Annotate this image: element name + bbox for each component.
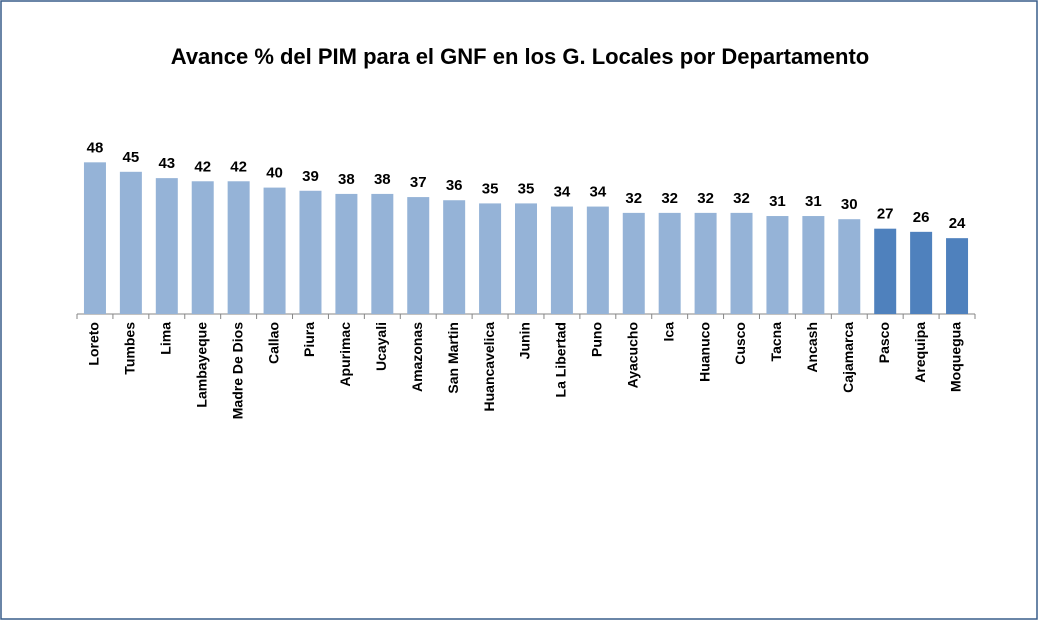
value-label: 27	[877, 206, 894, 223]
x-tick-label: La Libertad	[553, 322, 569, 397]
x-tick-label: Cajamarca	[840, 322, 856, 393]
bar	[335, 193, 358, 314]
value-label: 37	[410, 174, 427, 191]
x-tick-label: Lambayeque	[193, 322, 209, 408]
bar	[227, 181, 250, 314]
bar	[874, 228, 897, 314]
value-label: 32	[733, 190, 750, 207]
bar	[802, 216, 825, 314]
value-label: 30	[841, 196, 858, 213]
value-label: 43	[158, 155, 175, 172]
x-tick-label: Moquegua	[948, 322, 964, 392]
bar	[838, 219, 861, 314]
value-label: 32	[661, 190, 678, 207]
x-tick-label: Tacna	[768, 322, 784, 362]
x-tick-label: Lima	[158, 322, 174, 355]
x-tick-label: Puno	[589, 322, 605, 357]
x-tick-label: Ayacucho	[624, 322, 640, 388]
value-label: 35	[482, 180, 499, 197]
bar	[299, 190, 322, 314]
bar	[443, 200, 466, 314]
value-label: 40	[266, 165, 283, 182]
value-label: 42	[194, 158, 211, 175]
value-label: 38	[338, 171, 355, 188]
value-label: 24	[949, 215, 966, 232]
bar	[766, 216, 789, 314]
value-label: 42	[230, 158, 247, 175]
x-tick-label: Loreto	[86, 322, 102, 366]
bar	[586, 206, 609, 314]
value-label: 32	[697, 190, 714, 207]
value-label: 38	[374, 171, 391, 188]
value-label: 35	[518, 180, 535, 197]
bar	[730, 212, 753, 314]
bar	[946, 238, 969, 314]
bar	[658, 212, 681, 314]
x-tick-label: Arequipa	[912, 322, 928, 383]
bar	[155, 178, 178, 314]
x-tick-label: Ucayali	[373, 322, 389, 371]
bar	[371, 193, 394, 314]
x-tick-label: San Martin	[445, 322, 461, 394]
value-label: 31	[805, 193, 822, 210]
x-tick-label: Tumbes	[122, 322, 138, 375]
value-label: 34	[589, 184, 606, 201]
value-label: 45	[123, 149, 140, 166]
bar	[479, 203, 502, 314]
bar	[407, 197, 430, 314]
value-label: 26	[913, 209, 930, 226]
value-label: 48	[87, 139, 104, 156]
x-tick-label: Huancavelica	[481, 322, 497, 412]
bar	[119, 171, 142, 314]
bar	[550, 206, 573, 314]
value-label: 36	[446, 177, 463, 194]
x-tick-label: Amazonas	[409, 322, 425, 392]
bar	[694, 212, 717, 314]
x-tick-label: Ica	[660, 322, 676, 342]
value-label: 34	[554, 184, 571, 201]
bar	[910, 231, 933, 314]
value-label: 32	[625, 190, 642, 207]
chart-title: Avance % del PIM para el GNF en los G. L…	[171, 44, 870, 69]
bar	[191, 181, 214, 314]
value-label: 31	[769, 193, 786, 210]
bar	[622, 212, 645, 314]
value-label: 39	[302, 168, 319, 185]
bar	[83, 162, 106, 314]
x-tick-label: Junin	[517, 322, 533, 359]
x-tick-label: Apurimac	[337, 322, 353, 387]
x-tick-label: Huanuco	[696, 322, 712, 382]
x-tick-label: Cusco	[732, 322, 748, 365]
x-tick-label: Ancash	[804, 322, 820, 373]
x-tick-label: Piura	[301, 322, 317, 357]
bar	[515, 203, 537, 314]
x-tick-label: Madre De Dios	[229, 322, 245, 419]
x-tick-label: Pasco	[876, 322, 892, 363]
bar	[263, 187, 286, 314]
x-tick-label: Callao	[265, 322, 281, 364]
